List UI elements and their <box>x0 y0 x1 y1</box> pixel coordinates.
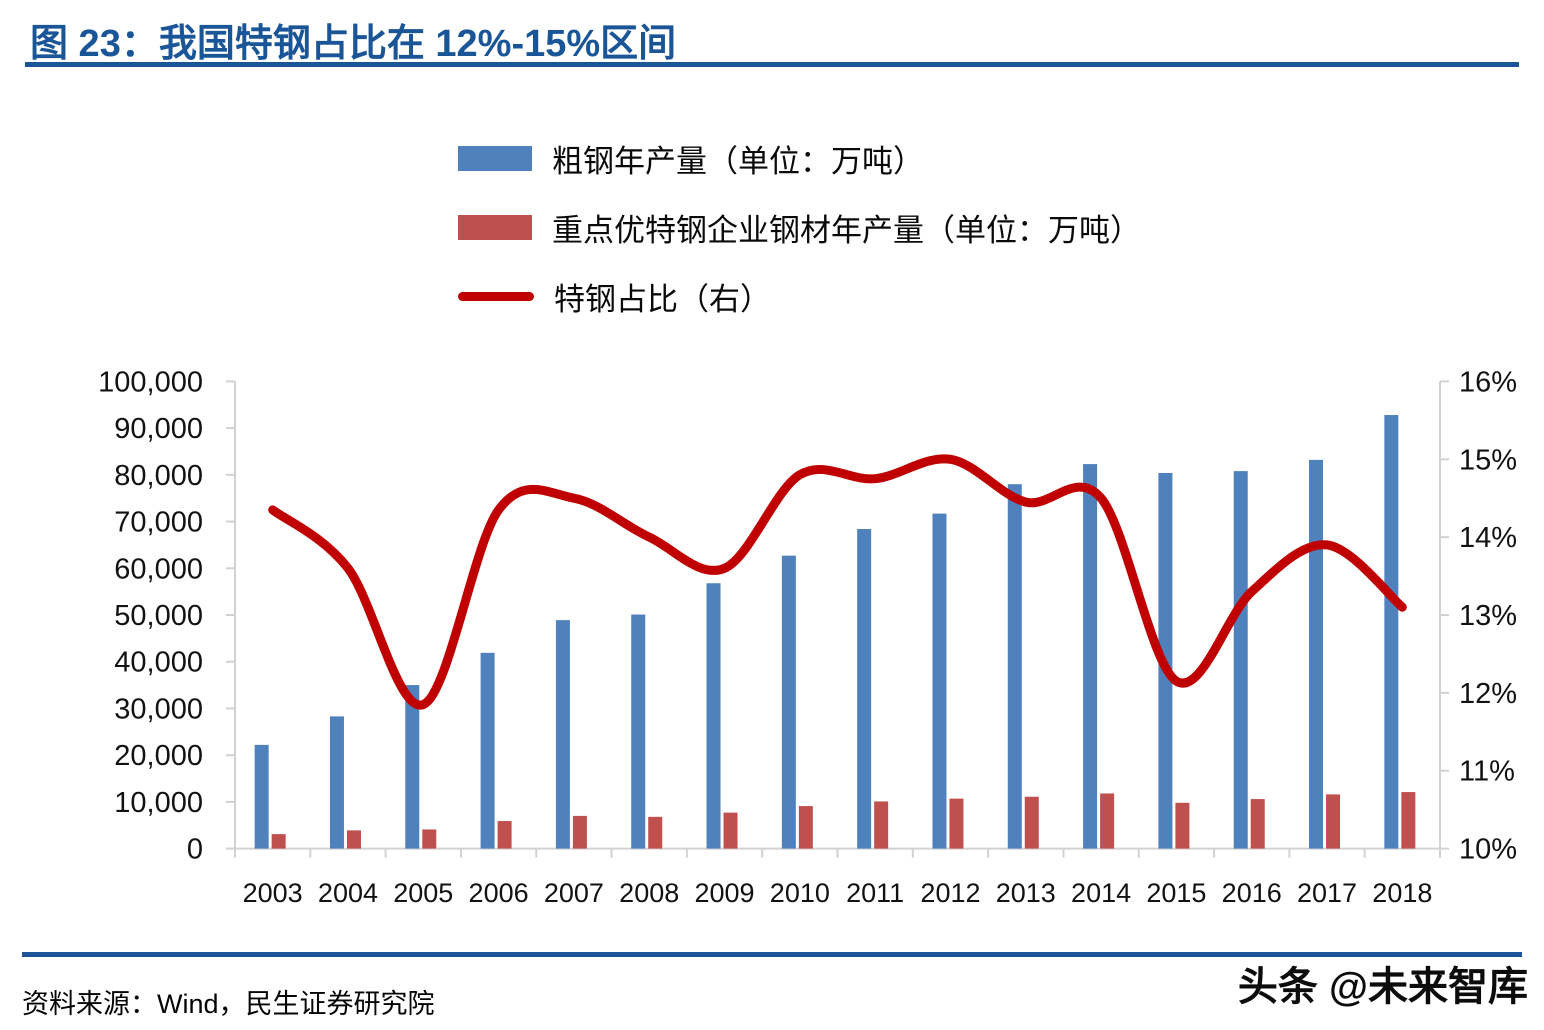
x-axis-label: 2005 <box>393 878 453 908</box>
bar-special-2009 <box>723 812 738 849</box>
bar-special-2003 <box>271 834 286 849</box>
special-steel-swatch <box>458 215 532 240</box>
left-axis-label: 20,000 <box>114 740 203 772</box>
bar-special-2007 <box>572 815 587 849</box>
bar-crude-2017 <box>1309 459 1324 849</box>
bar-special-2008 <box>648 816 663 849</box>
right-axis-label: 14% <box>1459 522 1517 554</box>
left-axis-label: 80,000 <box>114 460 203 492</box>
legend-label-ratio: 特钢占比（右） <box>554 282 771 317</box>
x-axis-label: 2003 <box>243 878 303 908</box>
bar-special-2012 <box>949 798 964 849</box>
x-axis-label: 2008 <box>619 878 679 908</box>
chart-legend: 粗钢年产量（单位：万吨） 重点优特钢企业钢材年产量（单位：万吨） 特钢占比（右） <box>458 144 1141 353</box>
right-axis-label: 13% <box>1459 600 1517 632</box>
bar-crude-2010 <box>781 555 796 849</box>
chart-title: 图 23：我国特钢占比在 12%-15%区间 <box>30 23 677 65</box>
left-axis-label: 10,000 <box>114 787 203 819</box>
bar-crude-2016 <box>1233 471 1248 849</box>
x-axis-label: 2015 <box>1146 878 1206 908</box>
x-axis-label: 2009 <box>694 878 754 908</box>
right-axis-label: 11% <box>1459 756 1515 788</box>
left-axis-label: 40,000 <box>114 647 203 679</box>
left-axis-label: 50,000 <box>114 600 203 632</box>
legend-item-special-steel: 重点优特钢企业钢材年产量（单位：万吨） <box>458 213 1141 248</box>
x-axis-label: 2016 <box>1222 878 1282 908</box>
x-axis-label: 2017 <box>1297 878 1357 908</box>
ratio-line <box>268 454 1407 710</box>
bar-special-2011 <box>874 801 889 849</box>
left-axis-label: 0 <box>187 834 203 866</box>
footer-rule <box>22 952 1522 957</box>
bar-crude-2012 <box>932 513 947 849</box>
bar-crude-2006 <box>480 652 495 849</box>
left-axis-label: 30,000 <box>114 693 203 725</box>
bar-special-2015 <box>1175 802 1190 849</box>
x-axis-label: 2010 <box>770 878 830 908</box>
left-axis-label: 90,000 <box>114 413 203 445</box>
crude-steel-swatch <box>458 146 532 171</box>
bar-crude-2004 <box>329 716 344 849</box>
bar-crude-2013 <box>1007 484 1022 849</box>
x-axis-label: 2004 <box>318 878 378 908</box>
x-axis-label: 2013 <box>996 878 1056 908</box>
bar-crude-2008 <box>631 614 646 849</box>
bar-special-2013 <box>1024 796 1039 849</box>
x-axis-label: 2011 <box>846 878 904 908</box>
bar-special-2010 <box>798 806 813 849</box>
left-axis-label: 60,000 <box>114 553 203 585</box>
left-axis-label: 100,000 <box>98 366 203 398</box>
legend-label-crude-steel: 粗钢年产量（单位：万吨） <box>552 144 924 179</box>
source-note: 资料来源：Wind，民生证券研究院 <box>22 989 435 1019</box>
bar-special-2018 <box>1401 792 1416 849</box>
right-axis-label: 10% <box>1459 834 1517 866</box>
x-axis-label: 2018 <box>1372 878 1432 908</box>
x-axis-label: 2012 <box>920 878 980 908</box>
bar-crude-2007 <box>555 620 570 849</box>
x-axis-label: 2006 <box>469 878 529 908</box>
x-axis-label: 2007 <box>544 878 604 908</box>
right-axis-label: 16% <box>1459 366 1517 398</box>
bar-crude-2014 <box>1083 464 1098 849</box>
bar-special-2014 <box>1100 793 1115 849</box>
bar-crude-2011 <box>857 529 872 849</box>
bar-crude-2003 <box>254 744 269 849</box>
bar-special-2017 <box>1326 794 1341 849</box>
ratio-line-swatch <box>458 292 534 301</box>
right-axis-label: 15% <box>1459 444 1517 476</box>
right-axis-label: 12% <box>1459 678 1517 710</box>
bar-special-2004 <box>346 830 361 849</box>
bar-crude-2018 <box>1384 415 1399 849</box>
legend-label-special-steel: 重点优特钢企业钢材年产量（单位：万吨） <box>552 213 1141 248</box>
title-underline-rule <box>25 62 1519 67</box>
legend-item-ratio: 特钢占比（右） <box>458 282 1141 317</box>
bar-special-2005 <box>422 829 437 849</box>
bar-crude-2009 <box>706 583 721 849</box>
bar-special-2016 <box>1250 799 1265 849</box>
x-axis-label: 2014 <box>1071 878 1131 908</box>
bar-crude-2005 <box>405 685 420 849</box>
watermark: 头条 @未来智库 <box>1237 965 1528 1009</box>
left-axis-label: 70,000 <box>114 507 203 539</box>
bar-special-2006 <box>497 821 512 849</box>
legend-item-crude-steel: 粗钢年产量（单位：万吨） <box>458 144 1141 179</box>
